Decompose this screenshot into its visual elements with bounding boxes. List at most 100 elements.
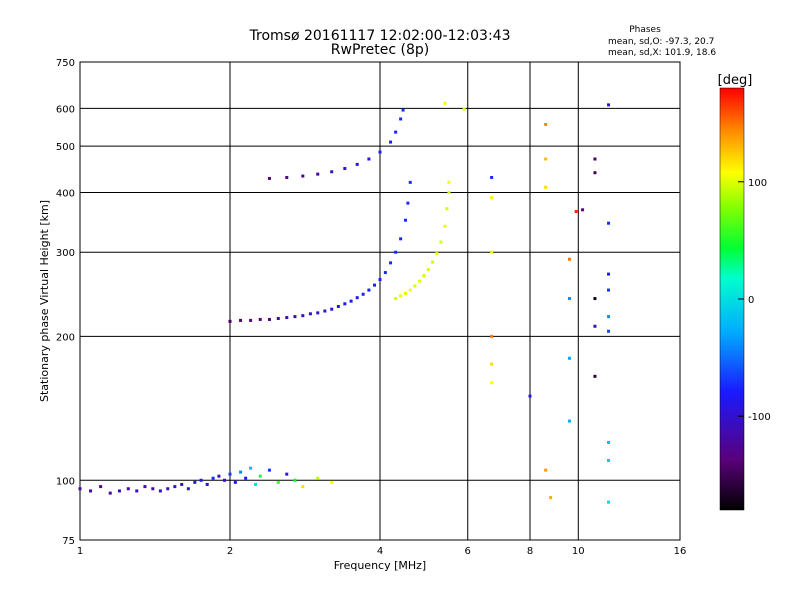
data-point — [417, 279, 421, 283]
data-point — [316, 476, 320, 480]
data-point — [355, 162, 359, 166]
data-point — [528, 394, 532, 398]
plot-area: 1 2 4 6 8 10 16 75 100 200 300 400 500 600 750 — [56, 58, 686, 557]
data-point — [607, 315, 611, 319]
data-point — [343, 167, 347, 171]
data-point — [413, 284, 417, 288]
data-point — [158, 489, 162, 493]
data-point — [447, 180, 451, 184]
data-points — [78, 101, 611, 504]
data-point — [567, 257, 571, 261]
data-point — [180, 482, 184, 486]
x-tick-label: 6 — [465, 546, 471, 557]
data-point — [399, 294, 403, 298]
data-point — [293, 478, 297, 482]
data-point — [544, 123, 548, 127]
data-point — [607, 440, 611, 444]
data-point — [323, 309, 327, 313]
data-point — [293, 315, 297, 319]
data-point — [607, 458, 611, 462]
data-point — [373, 283, 377, 287]
data-point — [544, 185, 548, 189]
data-point — [549, 496, 553, 500]
data-point — [343, 302, 347, 306]
data-point — [89, 489, 93, 493]
data-point — [301, 174, 305, 178]
data-point — [426, 268, 430, 272]
x-tick-label: 16 — [674, 546, 687, 557]
data-point — [316, 311, 320, 315]
data-point — [401, 108, 405, 112]
data-point — [126, 487, 130, 491]
chart-title: Tromsø 20161117 12:02:00-12:03:43 — [249, 28, 511, 44]
data-point — [301, 485, 305, 489]
y-tick-label: 600 — [56, 104, 75, 115]
data-point — [378, 278, 382, 282]
data-point — [490, 381, 494, 385]
data-point — [439, 240, 443, 244]
data-point — [403, 291, 407, 295]
data-point — [581, 208, 585, 212]
data-point — [285, 472, 289, 476]
data-point — [285, 175, 289, 179]
data-point — [567, 419, 571, 423]
data-point — [355, 296, 359, 300]
data-point — [607, 329, 611, 333]
data-point — [607, 500, 611, 504]
y-tick-label: 400 — [56, 188, 75, 199]
y-tick-label: 300 — [56, 248, 75, 259]
data-point — [394, 297, 398, 301]
data-point — [435, 252, 439, 256]
data-point — [544, 157, 548, 161]
colorbar-tick-label: 0 — [748, 295, 754, 306]
data-point — [574, 210, 578, 214]
data-point — [406, 201, 410, 205]
y-tick-label: 75 — [62, 536, 75, 547]
data-point — [399, 237, 403, 241]
colorbar-label: [deg] — [718, 73, 753, 88]
data-point — [408, 180, 412, 184]
data-point — [447, 190, 451, 194]
data-point — [445, 207, 449, 211]
data-point — [330, 307, 334, 311]
data-point — [443, 224, 447, 228]
data-point — [593, 374, 597, 378]
data-point — [228, 319, 232, 323]
data-point — [135, 489, 139, 493]
x-tick-labels: 1 2 4 6 8 10 16 — [77, 546, 687, 557]
stats-line-o: mean, sd,O: -97.3, 20.7 — [608, 37, 714, 47]
data-point — [308, 312, 312, 316]
data-point — [367, 157, 371, 161]
y-tick-label: 100 — [56, 476, 75, 487]
y-tick-labels: 75 100 200 300 400 500 600 750 — [56, 58, 75, 547]
x-tick-label: 4 — [377, 546, 383, 557]
data-point — [316, 172, 320, 176]
data-point — [607, 221, 611, 225]
data-point — [403, 218, 407, 222]
chart-subtitle: RwPretec (8p) — [331, 42, 429, 58]
data-point — [399, 117, 403, 121]
data-point — [443, 101, 447, 105]
data-point — [593, 324, 597, 328]
data-point — [593, 171, 597, 175]
data-point — [108, 491, 112, 495]
data-point — [462, 107, 466, 111]
y-tick-label: 750 — [56, 58, 75, 69]
data-point — [361, 292, 365, 296]
data-point — [490, 362, 494, 366]
data-point — [267, 468, 271, 472]
data-point — [367, 288, 371, 292]
data-point — [389, 261, 393, 265]
data-point — [166, 487, 170, 491]
data-point — [567, 297, 571, 301]
data-point — [301, 314, 305, 318]
data-point — [490, 334, 494, 338]
x-axis-label: Frequency [MHz] — [334, 559, 426, 572]
data-point — [186, 487, 190, 491]
x-tick-label: 8 — [527, 546, 533, 557]
data-point — [490, 250, 494, 254]
data-point — [239, 470, 243, 474]
data-point — [249, 318, 253, 322]
grid-lines — [80, 62, 680, 540]
